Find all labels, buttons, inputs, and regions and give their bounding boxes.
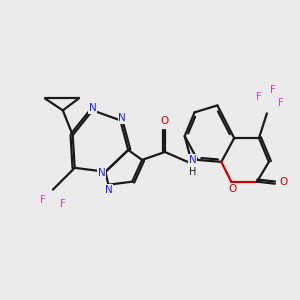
Text: F: F — [256, 92, 262, 103]
Text: H: H — [189, 167, 196, 177]
Text: F: F — [278, 98, 284, 108]
Text: O: O — [161, 116, 169, 126]
Text: N: N — [104, 184, 112, 195]
Text: N: N — [118, 113, 126, 123]
Text: F: F — [60, 200, 66, 209]
Text: F: F — [40, 194, 46, 205]
Text: N: N — [189, 155, 196, 165]
Text: O: O — [228, 184, 236, 194]
Text: O: O — [280, 177, 288, 187]
Text: N: N — [98, 168, 105, 178]
Text: F: F — [270, 85, 276, 94]
Text: N: N — [89, 103, 96, 113]
